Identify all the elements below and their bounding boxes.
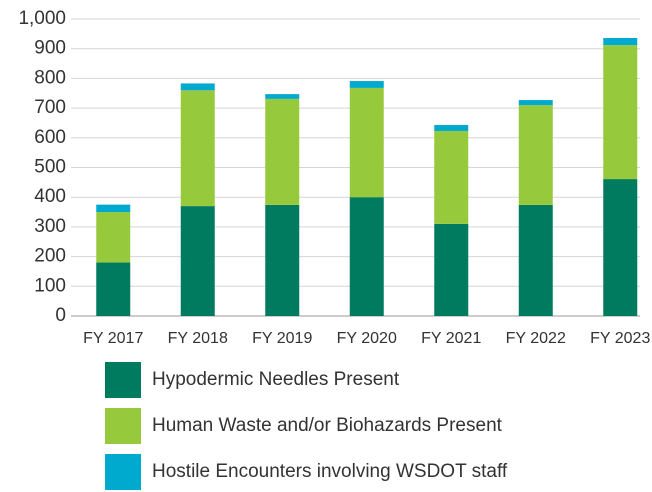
bar-segment	[96, 204, 131, 213]
y-tick-label: 900	[34, 38, 66, 59]
y-tick-label: 500	[34, 157, 66, 178]
x-tick-label: FY 2021	[421, 330, 481, 347]
bar-segment	[265, 94, 300, 99]
legend-label: Human Waste and/or Biohazards Present	[152, 415, 503, 436]
bar-segment	[265, 204, 300, 316]
y-tick-label: 600	[34, 127, 66, 148]
y-tick-label: 100	[34, 275, 66, 296]
x-tick-label: FY 2017	[83, 330, 143, 347]
bar-segment	[180, 90, 215, 207]
legend-swatch	[105, 362, 141, 398]
legend-swatch	[105, 454, 141, 490]
x-tick-label: FY 2020	[337, 330, 397, 347]
legend-label: Hypodermic Needles Present	[152, 369, 400, 390]
bar-segment	[96, 262, 131, 316]
y-tick-label: 200	[34, 246, 66, 267]
bar-segment	[603, 179, 638, 316]
bar-segment	[518, 105, 553, 205]
legend-label: Hostile Encounters involving WSDOT staff	[152, 461, 508, 482]
bar-segment	[180, 206, 215, 316]
bar-segment	[434, 223, 469, 316]
y-tick-label: 800	[34, 67, 66, 88]
y-tick-label: 400	[34, 186, 66, 207]
bar-segment	[603, 38, 638, 46]
bar-segment	[349, 87, 384, 198]
legend-swatch	[105, 408, 141, 444]
bar-segment	[96, 212, 131, 263]
x-tick-label: FY 2023	[590, 330, 650, 347]
x-tick-label: FY 2018	[168, 330, 228, 347]
y-tick-label: 0	[55, 305, 66, 326]
x-tick-label: FY 2022	[506, 330, 566, 347]
bar-segment	[434, 130, 469, 224]
bar-segment	[180, 83, 215, 91]
bar-segment	[603, 45, 638, 180]
y-tick-label: 300	[34, 216, 66, 237]
y-tick-label: 1,000	[18, 8, 66, 29]
bar-segment	[518, 100, 553, 106]
bar-segment	[518, 204, 553, 316]
bar-segment	[265, 98, 300, 205]
y-tick-label: 700	[34, 97, 66, 118]
bar-segment	[349, 81, 384, 88]
bar-segment	[349, 197, 384, 316]
bar-segment	[434, 125, 469, 131]
x-tick-label: FY 2019	[252, 330, 312, 347]
